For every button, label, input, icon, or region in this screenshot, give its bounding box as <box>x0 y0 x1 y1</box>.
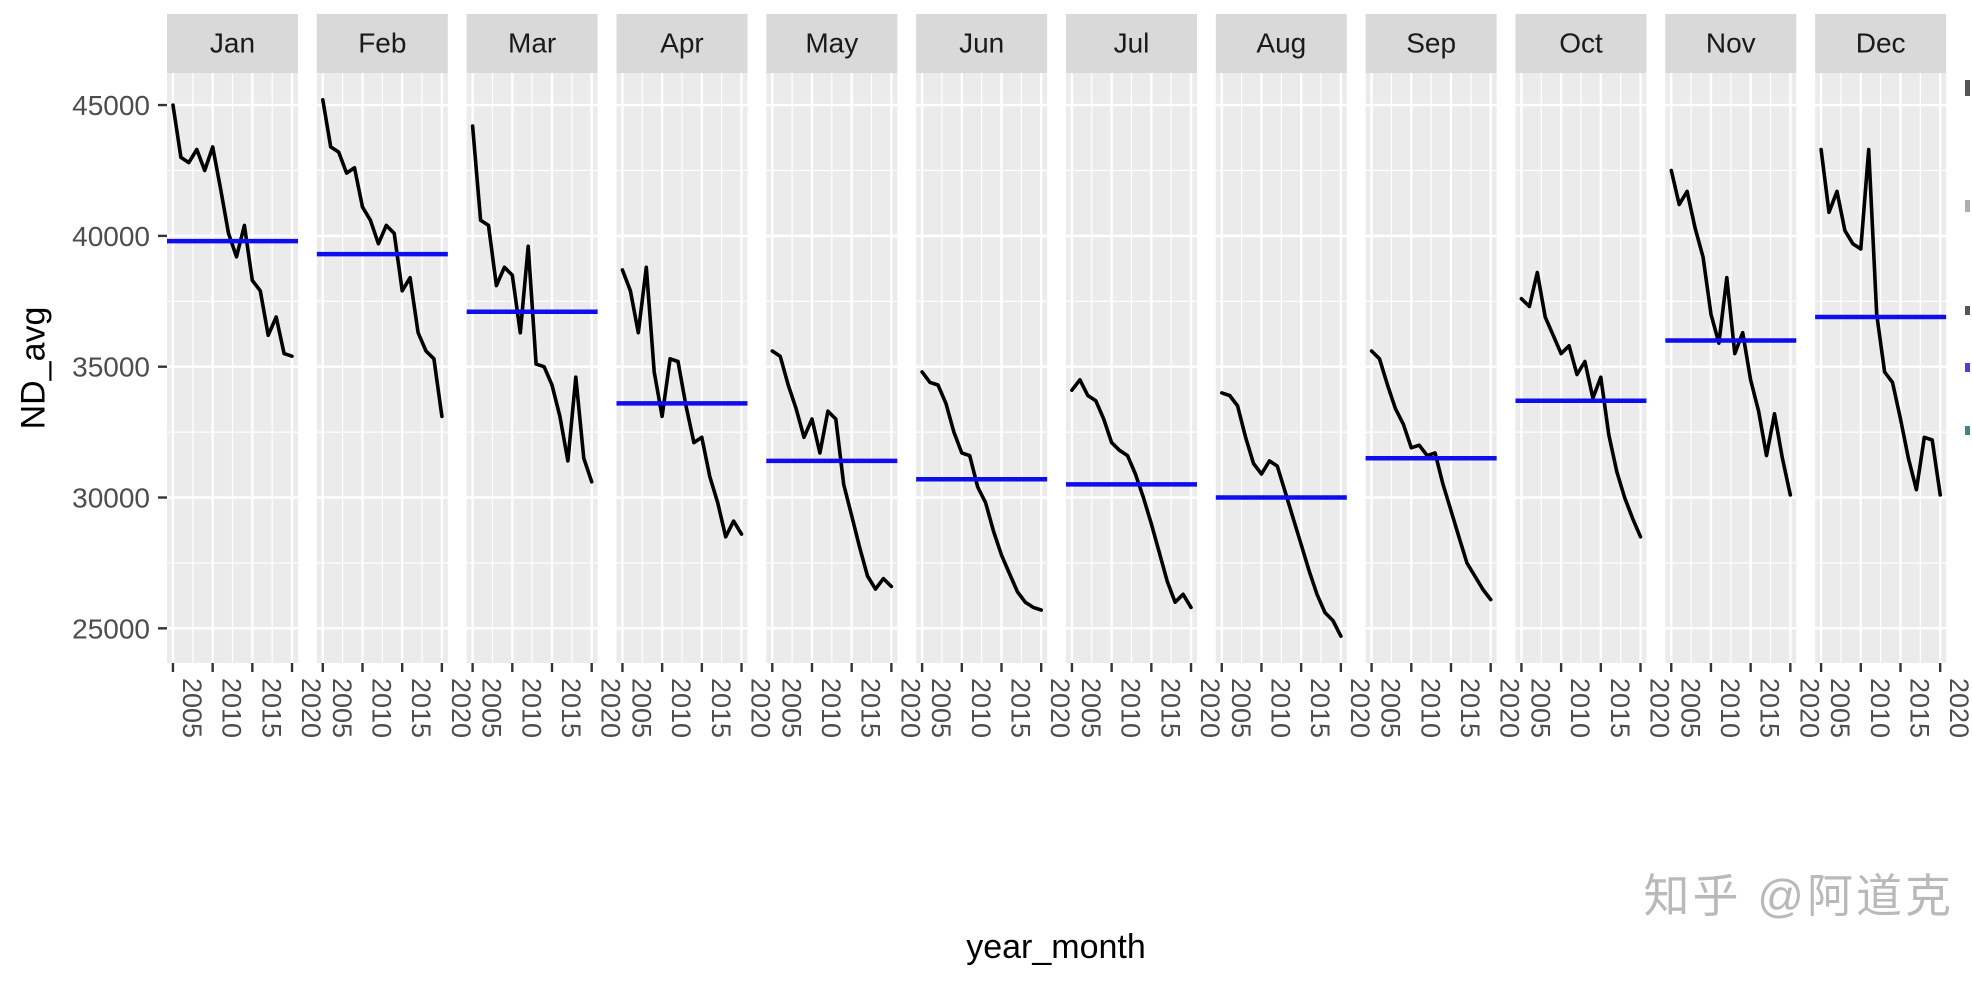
series-line <box>1669 168 1793 497</box>
facet-strip <box>616 14 748 73</box>
facet-strip <box>1815 14 1947 73</box>
screen-edge-artifact <box>1965 80 1970 96</box>
x-tick-label: 2020 <box>446 678 476 738</box>
x-tick-label: 2020 <box>895 678 925 738</box>
x-tick-label: 2010 <box>966 678 996 738</box>
series-line <box>1819 147 1942 497</box>
facet-strip-label: Jul <box>1114 27 1150 58</box>
x-tick-label: 2015 <box>556 678 586 738</box>
x-tick-label: 2020 <box>1345 678 1375 738</box>
series-line <box>770 349 894 591</box>
facet-strip-label: Oct <box>1559 27 1603 58</box>
facet-strip-label: Mar <box>508 27 556 58</box>
facet-strip-label: Aug <box>1256 27 1306 58</box>
x-tick-label: 2015 <box>1155 678 1185 738</box>
y-tick-label: 40000 <box>72 221 150 252</box>
x-tick-label: 2005 <box>1675 678 1705 738</box>
facet-strip <box>1365 14 1497 73</box>
facet-strip <box>766 14 898 73</box>
x-tick-label: 2005 <box>327 678 357 738</box>
series-line <box>470 124 594 484</box>
series-line <box>1369 349 1493 602</box>
facet-strip-label: Jan <box>210 27 255 58</box>
x-tick-label: 2005 <box>776 678 806 738</box>
series-line <box>320 98 444 419</box>
x-tick-label: 2010 <box>1865 678 1895 738</box>
x-tick-label: 2005 <box>177 678 207 738</box>
x-tick-label: 2020 <box>296 678 326 738</box>
x-tick-label: 2020 <box>596 678 626 738</box>
series-line <box>1070 377 1193 610</box>
x-tick-label: 2005 <box>1825 678 1855 738</box>
x-tick-label: 2015 <box>706 678 736 738</box>
x-tick-label: 2005 <box>477 678 507 738</box>
facet-strip <box>1665 14 1797 73</box>
x-tick-label: 2010 <box>516 678 546 738</box>
facet-strip <box>1215 14 1347 73</box>
x-tick-label: 2005 <box>1076 678 1106 738</box>
x-tick-label: 2020 <box>1794 678 1824 738</box>
x-tick-label: 2020 <box>746 678 776 738</box>
watermark: 知乎 @阿道克 <box>1643 870 1954 922</box>
facet-strip-label: Apr <box>660 27 704 58</box>
x-tick-label: 2020 <box>1045 678 1075 738</box>
x-tick-label: 2015 <box>1605 678 1635 738</box>
facet-strip <box>466 14 598 73</box>
x-tick-label: 2005 <box>1525 678 1555 738</box>
x-tick-label: 2015 <box>1455 678 1485 738</box>
x-tick-label: 2020 <box>1495 678 1525 738</box>
x-tick-label: 2010 <box>666 678 696 738</box>
x-tick-label: 2005 <box>626 678 656 738</box>
series-line <box>171 103 294 359</box>
facet-strip-label: May <box>805 27 858 58</box>
x-tick-label: 2015 <box>1904 678 1934 738</box>
y-tick-label: 35000 <box>72 352 150 383</box>
facet-strip-label: Sep <box>1406 27 1456 58</box>
x-tick-label: 2015 <box>1755 678 1785 738</box>
series-line <box>1220 391 1343 639</box>
series-line <box>1519 270 1643 539</box>
x-tick-label: 2010 <box>1565 678 1595 738</box>
x-tick-label: 2005 <box>1376 678 1406 738</box>
x-tick-label: 2010 <box>1415 678 1445 738</box>
x-tick-label: 2015 <box>1305 678 1335 738</box>
facet-strip-label: Feb <box>358 27 406 58</box>
x-tick-label: 2020 <box>1195 678 1225 738</box>
x-axis-title: year_month <box>966 928 1146 966</box>
y-axis-title: ND_avg <box>14 306 53 430</box>
facet-strip <box>1065 14 1197 73</box>
x-tick-label: 2010 <box>217 678 247 738</box>
screen-edge-artifact <box>1965 363 1970 372</box>
facet-strip <box>316 14 448 73</box>
screen-edge-artifact <box>1965 306 1970 315</box>
screen-edge-artifact <box>1965 426 1970 435</box>
x-tick-label: 2010 <box>1715 678 1745 738</box>
x-tick-label: 2015 <box>1005 678 1035 738</box>
facet-strip-label: Dec <box>1856 27 1906 58</box>
facet-strip <box>916 14 1048 73</box>
x-tick-label: 2010 <box>1265 678 1295 738</box>
facet-strip-label: Jun <box>959 27 1004 58</box>
facet-strip <box>167 14 298 73</box>
x-tick-label: 2005 <box>1226 678 1256 738</box>
x-tick-label: 2010 <box>366 678 396 738</box>
x-tick-label: 2010 <box>816 678 846 738</box>
y-tick-label: 30000 <box>72 483 150 514</box>
series-line <box>920 370 1043 612</box>
facet-strip-label: Nov <box>1706 27 1756 58</box>
screen-edge-artifact <box>1965 200 1970 212</box>
x-tick-label: 2015 <box>256 678 286 738</box>
series-line <box>620 265 744 539</box>
x-tick-label: 2020 <box>1944 678 1972 738</box>
x-tick-label: 2010 <box>1116 678 1146 738</box>
y-tick-label: 25000 <box>72 613 150 644</box>
x-tick-label: 2015 <box>406 678 436 738</box>
x-tick-label: 2020 <box>1645 678 1675 738</box>
y-tick-label: 45000 <box>72 90 150 121</box>
facet-strip <box>1515 14 1647 73</box>
x-tick-label: 2005 <box>926 678 956 738</box>
x-tick-label: 2015 <box>856 678 886 738</box>
